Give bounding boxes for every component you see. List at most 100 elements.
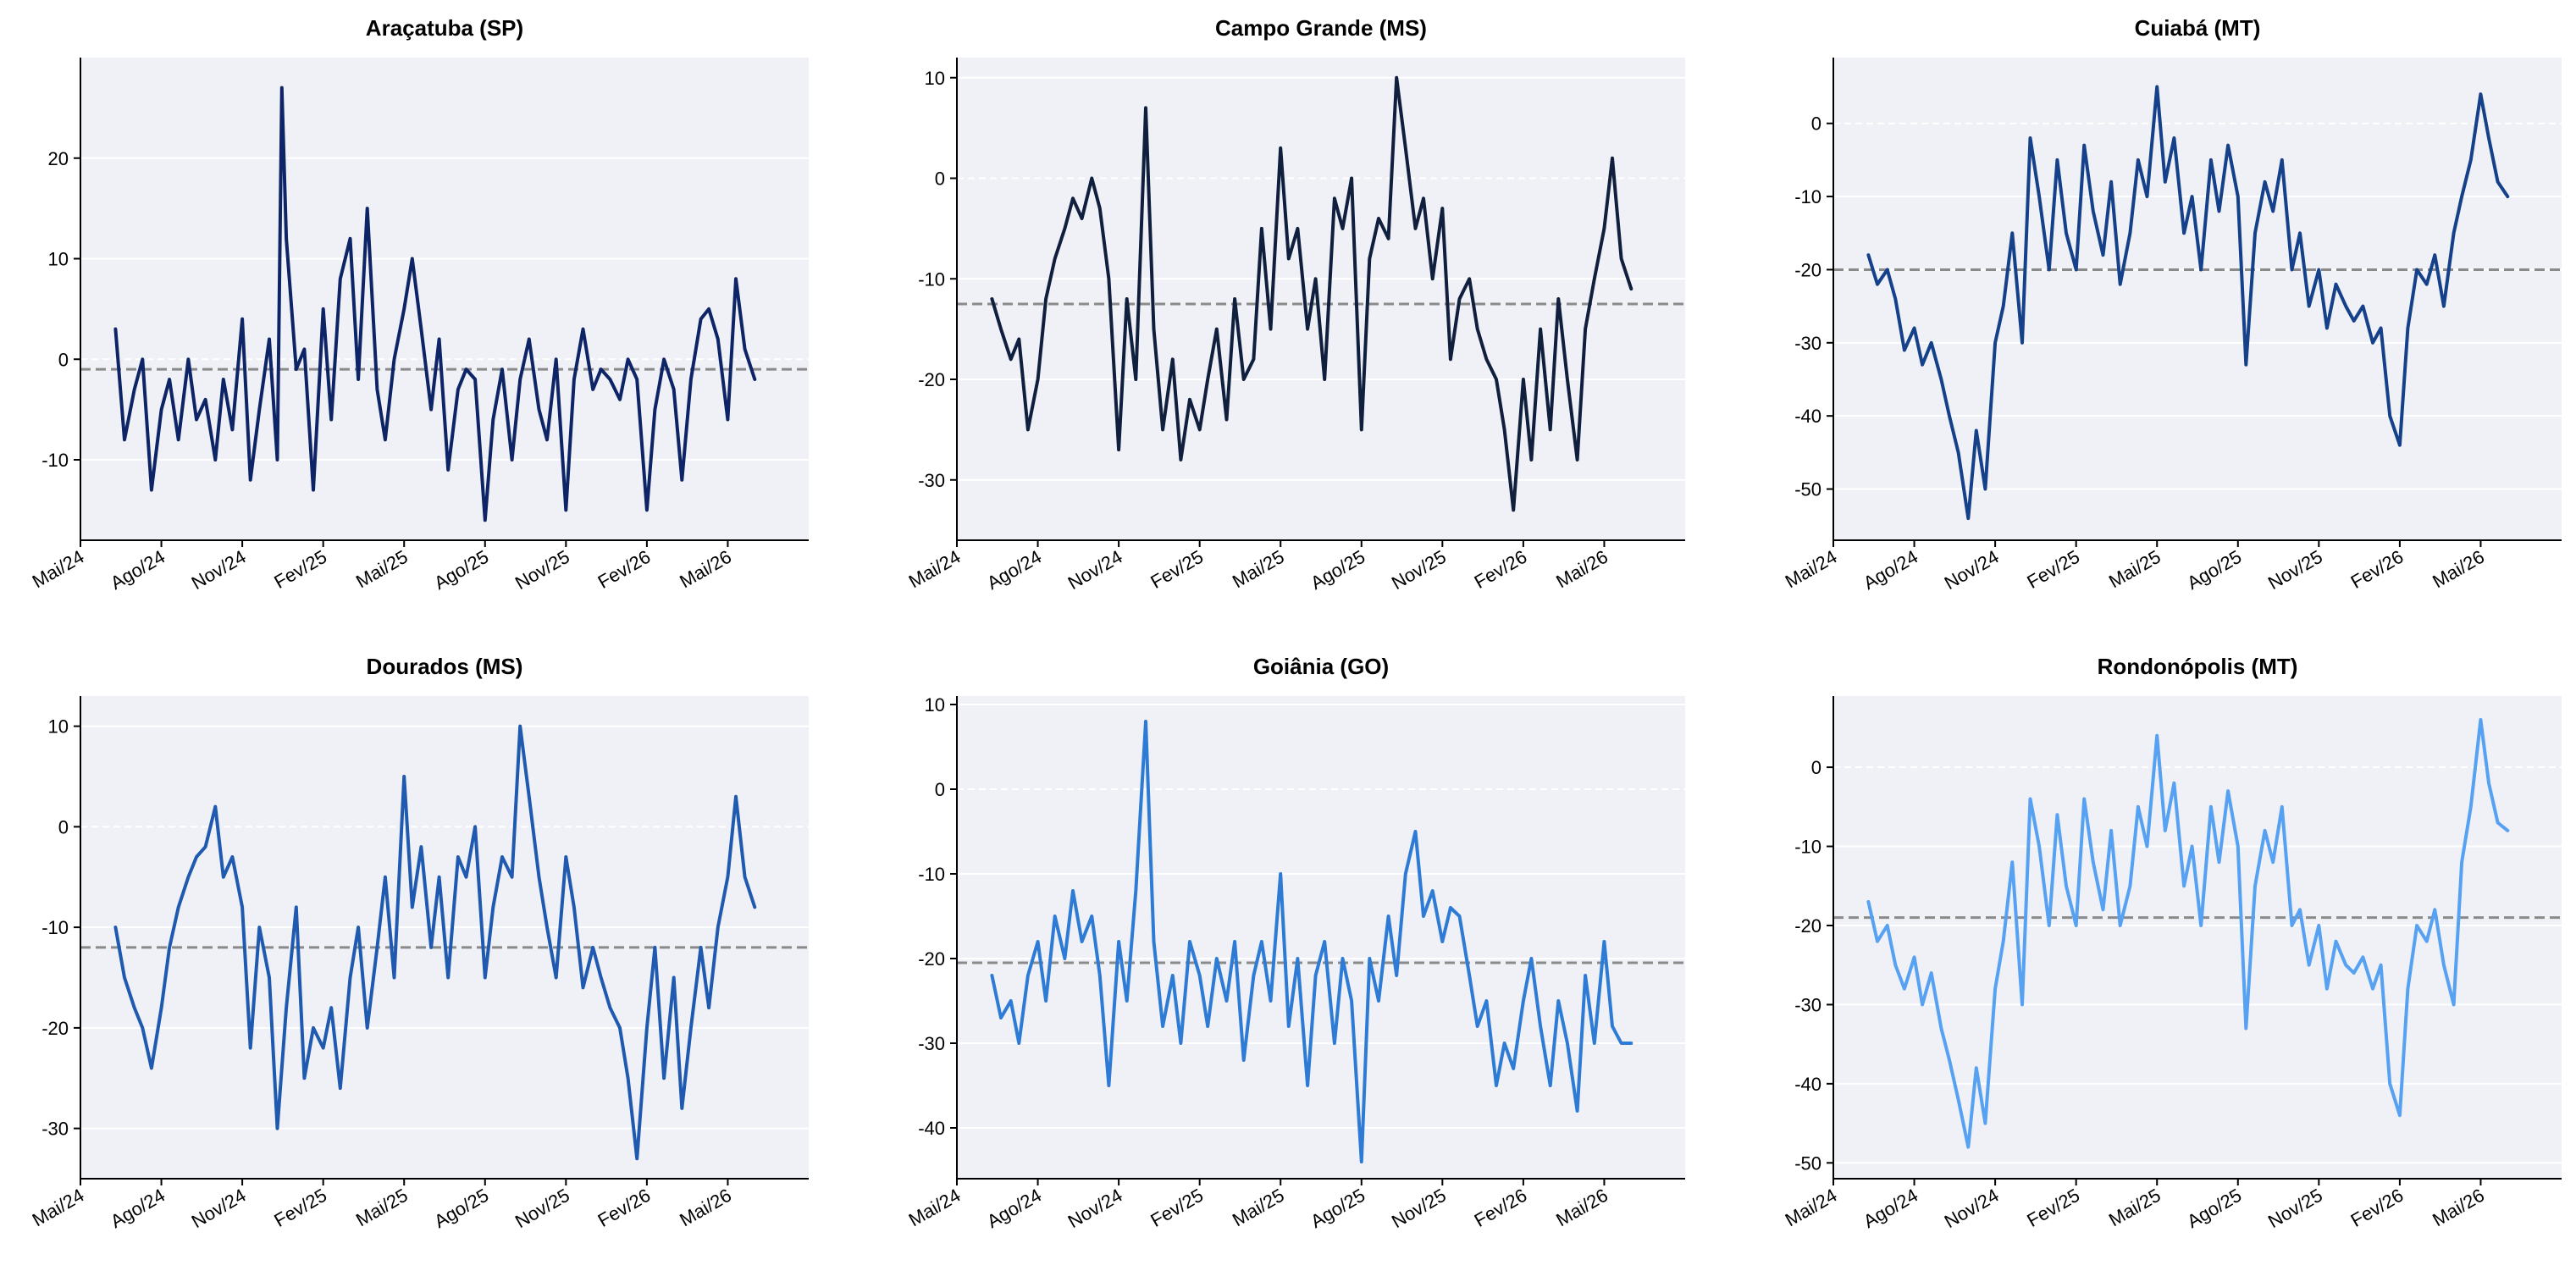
chart-panel: -40 -30 -20 -10 0 10 Mai/24 Ago/24 Nov/24 Fev/25 M…: [905, 654, 1685, 1232]
y-tick-label: 20: [48, 148, 69, 169]
chart-panel: -10 0 10 20 Mai/24 Ago/24 Nov/24 Fev/25 Mai/25 Ag…: [29, 15, 809, 594]
y-tick-label: -30: [918, 1033, 945, 1054]
y-tick-label: 0: [935, 779, 945, 800]
y-tick-label: 0: [1811, 113, 1821, 135]
y-tick-label: 0: [935, 169, 945, 190]
x-tick-label: Nov/25: [1388, 546, 1450, 594]
x-tick-label: Fev/25: [1147, 1185, 1207, 1231]
x-tick-label: Nov/24: [188, 1185, 250, 1233]
x-tick-label: Mai/26: [676, 1185, 735, 1231]
x-tick-label: Fev/26: [594, 546, 655, 593]
x-tick-label: Mai/25: [1229, 1185, 1288, 1231]
x-tick-label: Nov/25: [2264, 1185, 2326, 1233]
y-tick-label: 10: [925, 694, 945, 716]
series-line: [990, 720, 1633, 1163]
x-tick-label: Nov/24: [1064, 546, 1126, 594]
y-tick-label: 0: [58, 816, 69, 837]
plot-background: [1833, 696, 2562, 1179]
y-tick-label: -40: [1794, 1074, 1821, 1095]
x-tick-label: Nov/24: [1941, 1185, 2003, 1233]
x-tick-label: Mai/25: [2105, 1185, 2164, 1231]
y-tick-label: -20: [1794, 915, 1821, 937]
y-tick-label: 10: [48, 249, 69, 270]
y-tick-label: 0: [1811, 757, 1821, 778]
x-tick-label: Mai/26: [1552, 546, 1611, 593]
y-tick-label: 10: [925, 68, 945, 89]
plot-background: [957, 58, 1685, 540]
x-tick-label: Mai/24: [1782, 1185, 1841, 1231]
x-tick-label: Nov/24: [188, 546, 250, 594]
x-tick-label: Fev/26: [1471, 546, 1531, 593]
chart-title: Dourados (MS): [367, 654, 523, 679]
y-tick-label: -20: [41, 1018, 69, 1039]
plot-background: [80, 58, 809, 540]
x-tick-label: Ago/24: [107, 546, 169, 594]
series-line: [113, 86, 757, 522]
series-line: [1866, 85, 2510, 521]
chart-panel: -30 -20 -10 0 10 Mai/24 Ago/24 Nov/24 Fev/25 Mai/…: [905, 15, 1685, 594]
y-tick-label: -50: [1794, 479, 1821, 500]
x-tick-label: Ago/25: [430, 1185, 492, 1233]
x-tick-label: Mai/26: [2429, 1185, 2488, 1231]
plot-background: [957, 696, 1685, 1179]
x-tick-label: Ago/25: [2183, 546, 2245, 594]
x-tick-label: Nov/25: [511, 546, 573, 594]
y-tick-label: -20: [918, 369, 945, 390]
x-tick-label: Ago/25: [1307, 1185, 1368, 1233]
y-tick-label: 0: [58, 349, 69, 370]
x-tick-label: Fev/25: [270, 546, 330, 593]
chart-panel: -50 -40 -30 -20 -10 0 Mai/24 Ago/24 Nov/24 Fev/25…: [1782, 654, 2562, 1232]
y-tick-label: -10: [1794, 837, 1821, 858]
x-tick-label: Fev/25: [2023, 546, 2083, 593]
series-line: [1866, 718, 2510, 1149]
y-tick-label: -10: [41, 450, 69, 471]
y-tick-label: -30: [918, 470, 945, 491]
y-tick-label: -20: [918, 948, 945, 970]
x-tick-label: Mai/25: [1229, 546, 1288, 593]
x-tick-label: Nov/25: [511, 1185, 573, 1233]
y-tick-label: -30: [1794, 994, 1821, 1015]
y-tick-label: -50: [1794, 1152, 1821, 1174]
x-tick-label: Nov/24: [1064, 1185, 1126, 1233]
x-tick-label: Fev/25: [1147, 546, 1207, 593]
y-tick-label: -40: [918, 1118, 945, 1139]
x-tick-label: Mai/25: [2105, 546, 2164, 593]
x-tick-label: Mai/26: [676, 546, 735, 593]
x-tick-label: Mai/25: [352, 546, 412, 593]
x-tick-label: Fev/26: [2347, 546, 2407, 593]
x-tick-label: Ago/24: [983, 546, 1045, 594]
y-tick-label: -10: [41, 917, 69, 938]
x-tick-label: Fev/26: [594, 1185, 655, 1231]
plot-background: [1833, 58, 2562, 540]
x-tick-label: Ago/25: [430, 546, 492, 594]
x-tick-label: Mai/24: [29, 546, 88, 593]
chart-title: Campo Grande (MS): [1215, 15, 1427, 41]
y-tick-label: -10: [918, 864, 945, 885]
x-tick-label: Nov/25: [1388, 1185, 1450, 1233]
x-tick-label: Fev/26: [1471, 1185, 1531, 1231]
y-tick-label: 10: [48, 716, 69, 738]
x-tick-label: Fev/25: [2023, 1185, 2083, 1231]
x-tick-label: Fev/26: [2347, 1185, 2407, 1231]
chart-title: Araçatuba (SP): [366, 15, 523, 41]
x-tick-label: Mai/24: [29, 1185, 88, 1231]
x-tick-label: Ago/25: [2183, 1185, 2245, 1233]
series-line: [113, 724, 757, 1161]
x-tick-label: Fev/25: [270, 1185, 330, 1231]
y-tick-label: -30: [1794, 333, 1821, 354]
y-tick-label: -20: [1794, 259, 1821, 280]
x-tick-label: Ago/24: [983, 1185, 1045, 1233]
y-tick-label: -10: [918, 268, 945, 290]
x-tick-label: Ago/25: [1307, 546, 1368, 594]
series-line: [990, 75, 1633, 512]
x-tick-label: Nov/25: [2264, 546, 2326, 594]
y-tick-label: -30: [41, 1119, 69, 1140]
x-tick-label: Mai/26: [2429, 546, 2488, 593]
x-tick-label: Mai/25: [352, 1185, 412, 1231]
x-tick-label: Nov/24: [1941, 546, 2003, 594]
x-tick-label: Mai/24: [905, 1185, 965, 1231]
y-tick-label: -40: [1794, 406, 1821, 427]
chart-title: Goiânia (GO): [1253, 654, 1389, 679]
chart-title: Rondonópolis (MT): [2098, 654, 2298, 679]
